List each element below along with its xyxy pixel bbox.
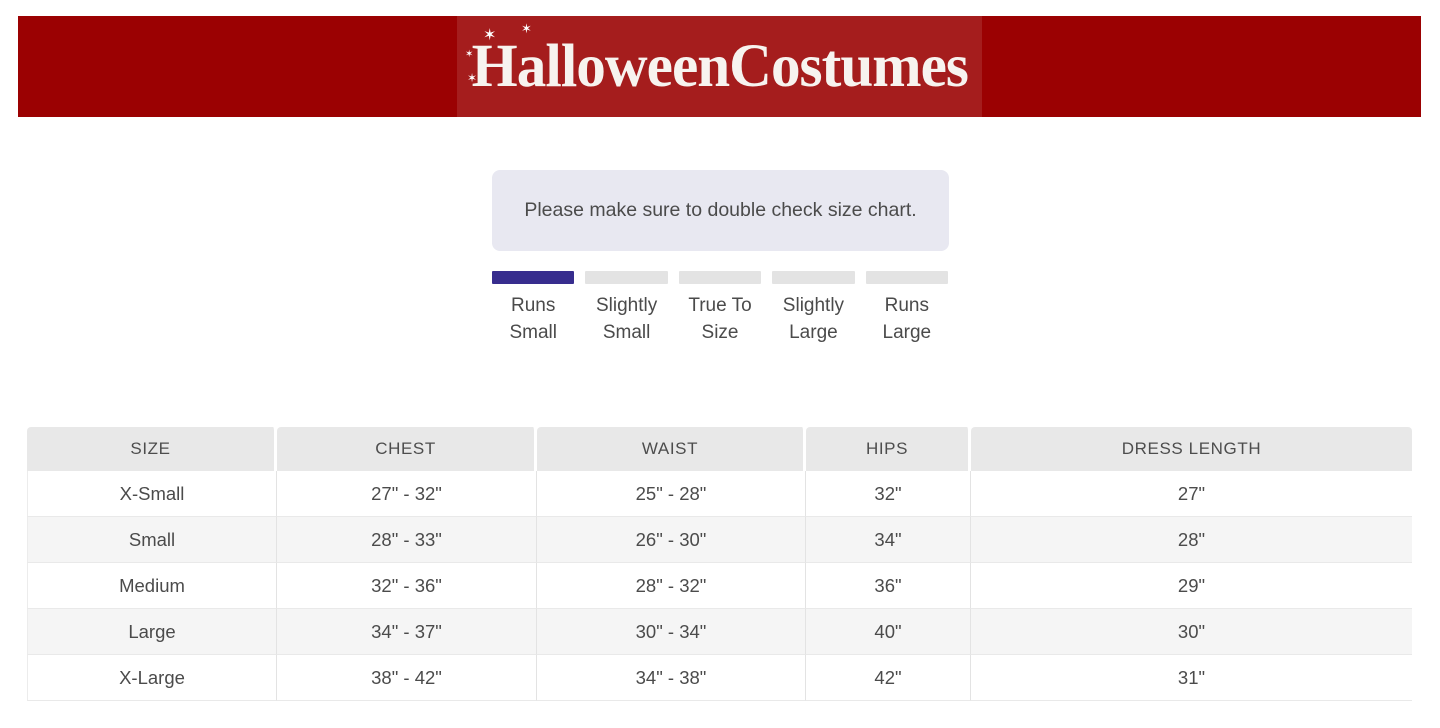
fit-scale-label: Runs Small (509, 295, 557, 343)
sparkle-star-icon: ✶ (465, 49, 474, 60)
brand-wordmark: HalloweenCostumes (471, 33, 968, 100)
fit-scale-label: Slightly Small (595, 295, 658, 343)
fit-scale-bar (585, 271, 668, 284)
cell-waist: 28" - 32" (537, 563, 806, 609)
size-chart-table: SIZE CHEST WAIST HIPS DRESS LENGTH X-Sma… (27, 427, 1412, 701)
column-header-size: SIZE (27, 427, 277, 471)
fit-scale-label: Runs Large (882, 295, 932, 343)
fit-scale-bar (865, 271, 949, 284)
cell-dress-length: 27" (971, 471, 1412, 517)
cell-size: Medium (27, 563, 277, 609)
sparkle-star-icon: ✶ (483, 27, 497, 44)
cell-hips: 42" (806, 655, 971, 701)
cell-dress-length: 28" (971, 517, 1412, 563)
table-row: X-Small 27" - 32" 25" - 28" 32" 27" (27, 471, 1412, 517)
cell-dress-length: 29" (971, 563, 1412, 609)
fit-scale-segment-runs-large[interactable]: Runs Large (865, 271, 949, 347)
cell-chest: 38" - 42" (277, 655, 537, 701)
fit-scale-bar (492, 271, 575, 284)
fit-scale-label: Slightly Large (782, 295, 845, 343)
fit-scale: Runs Small Slightly Small True To Size S… (492, 271, 949, 347)
sparkle-star-icon: ✶ (521, 21, 532, 36)
cell-dress-length: 31" (971, 655, 1412, 701)
table-header-row: SIZE CHEST WAIST HIPS DRESS LENGTH (27, 427, 1412, 471)
table-row: X-Large 38" - 42" 34" - 38" 42" 31" (27, 655, 1412, 701)
cell-chest: 27" - 32" (277, 471, 537, 517)
cell-chest: 28" - 33" (277, 517, 537, 563)
logo-panel[interactable]: ✶ ✶ ✶ ✶ HalloweenCostumes (457, 16, 982, 117)
column-header-chest: CHEST (277, 427, 537, 471)
table-row: Small 28" - 33" 26" - 30" 34" 28" (27, 517, 1412, 563)
fit-scale-segment-slightly-small[interactable]: Slightly Small (585, 271, 668, 347)
fit-scale-label: True To Size (688, 295, 752, 343)
cell-chest: 34" - 37" (277, 609, 537, 655)
cell-hips: 36" (806, 563, 971, 609)
table-row: Medium 32" - 36" 28" - 32" 36" 29" (27, 563, 1412, 609)
site-header-banner: ✶ ✶ ✶ ✶ HalloweenCostumes (18, 16, 1421, 117)
size-chart-notice: Please make sure to double check size ch… (492, 170, 949, 251)
fit-scale-bar (678, 271, 762, 284)
cell-hips: 34" (806, 517, 971, 563)
column-header-waist: WAIST (537, 427, 806, 471)
notice-message: Please make sure to double check size ch… (524, 199, 917, 222)
cell-chest: 32" - 36" (277, 563, 537, 609)
cell-waist: 34" - 38" (537, 655, 806, 701)
fit-scale-segment-runs-small[interactable]: Runs Small (492, 271, 575, 347)
cell-size: Large (27, 609, 277, 655)
fit-scale-bar (772, 271, 855, 284)
cell-size: X-Small (27, 471, 277, 517)
cell-size: X-Large (27, 655, 277, 701)
fit-scale-segment-true-to-size[interactable]: True To Size (678, 271, 762, 347)
cell-waist: 30" - 34" (537, 609, 806, 655)
table-row: Large 34" - 37" 30" - 34" 40" 30" (27, 609, 1412, 655)
cell-waist: 26" - 30" (537, 517, 806, 563)
column-header-hips: HIPS (806, 427, 971, 471)
column-header-dress-length: DRESS LENGTH (971, 427, 1412, 471)
cell-size: Small (27, 517, 277, 563)
cell-hips: 40" (806, 609, 971, 655)
cell-hips: 32" (806, 471, 971, 517)
cell-dress-length: 30" (971, 609, 1412, 655)
sparkle-star-icon: ✶ (467, 71, 478, 85)
fit-scale-segment-slightly-large[interactable]: Slightly Large (772, 271, 855, 347)
cell-waist: 25" - 28" (537, 471, 806, 517)
